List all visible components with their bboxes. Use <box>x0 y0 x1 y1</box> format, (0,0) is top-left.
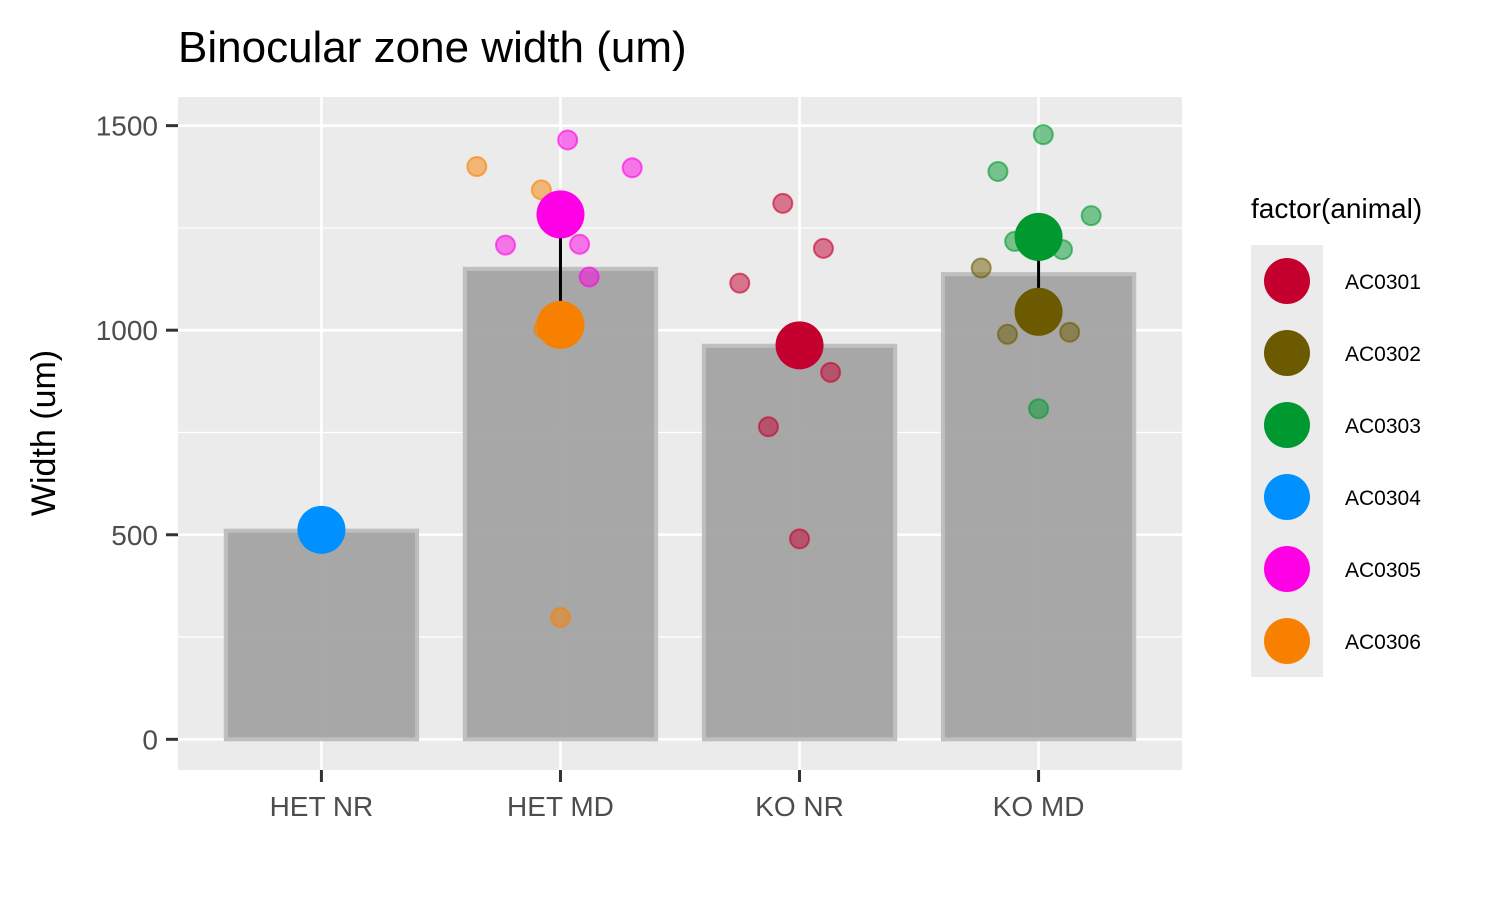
legend-key <box>1264 618 1310 664</box>
data-point <box>621 157 643 179</box>
data-point <box>812 237 834 259</box>
x-tick-label: HET MD <box>507 791 614 822</box>
animal-mean-point <box>536 300 585 349</box>
legend-label: AC0301 <box>1345 271 1421 294</box>
animal-mean-point <box>536 190 585 239</box>
x-tick-label: HET NR <box>270 791 374 822</box>
data-point <box>494 234 516 256</box>
data-point <box>1080 205 1102 227</box>
y-axis: 0 500 1000 1500 <box>96 111 178 755</box>
data-point <box>530 179 552 201</box>
data-point <box>466 156 488 178</box>
data-point <box>578 266 600 288</box>
data-point <box>1028 398 1050 420</box>
legend-key-background <box>1251 245 1323 677</box>
legend-label: AC0303 <box>1345 415 1421 438</box>
data-point <box>729 272 751 294</box>
bar <box>940 272 1137 742</box>
bar <box>223 528 420 742</box>
data-point <box>549 606 571 628</box>
y-tick-label: 1500 <box>96 111 158 142</box>
animal-mean-point <box>1014 287 1063 336</box>
legend-key <box>1264 546 1310 592</box>
data-point <box>970 257 992 279</box>
legend-key <box>1264 258 1310 304</box>
y-tick-label: 500 <box>111 520 158 551</box>
legend-label: AC0302 <box>1345 343 1421 366</box>
y-axis-title: Width (um) <box>25 350 63 516</box>
animal-mean-point <box>1014 212 1063 261</box>
data-point <box>569 233 591 255</box>
data-point <box>772 192 794 214</box>
x-axis: HET NR HET MD KO NR KO MD <box>270 770 1085 822</box>
legend-key <box>1264 330 1310 376</box>
data-point <box>996 323 1018 345</box>
legend-title: factor(animal) <box>1251 193 1422 224</box>
chart-title: Binocular zone width (um) <box>178 23 687 72</box>
data-point <box>987 160 1009 182</box>
legend-key <box>1264 402 1310 448</box>
animal-mean-point <box>297 505 346 554</box>
legend: AC0301 AC0302 AC0303 AC0304 AC0305 AC0306 <box>1251 245 1421 677</box>
data-point <box>820 361 842 383</box>
y-tick-label: 0 <box>142 724 158 755</box>
data-point <box>757 416 779 438</box>
x-tick-label: KO NR <box>755 791 844 822</box>
data-point <box>557 129 579 151</box>
animal-means <box>297 190 1063 554</box>
x-tick-label: KO MD <box>993 791 1085 822</box>
animal-mean-point <box>775 321 824 370</box>
data-point <box>789 528 811 550</box>
y-tick-label: 1000 <box>96 315 158 346</box>
data-point <box>1032 124 1054 146</box>
legend-label: AC0304 <box>1345 487 1421 510</box>
legend-label: AC0306 <box>1345 631 1421 654</box>
data-point <box>1059 321 1081 343</box>
legend-label: AC0305 <box>1345 559 1421 582</box>
legend-key <box>1264 474 1310 520</box>
